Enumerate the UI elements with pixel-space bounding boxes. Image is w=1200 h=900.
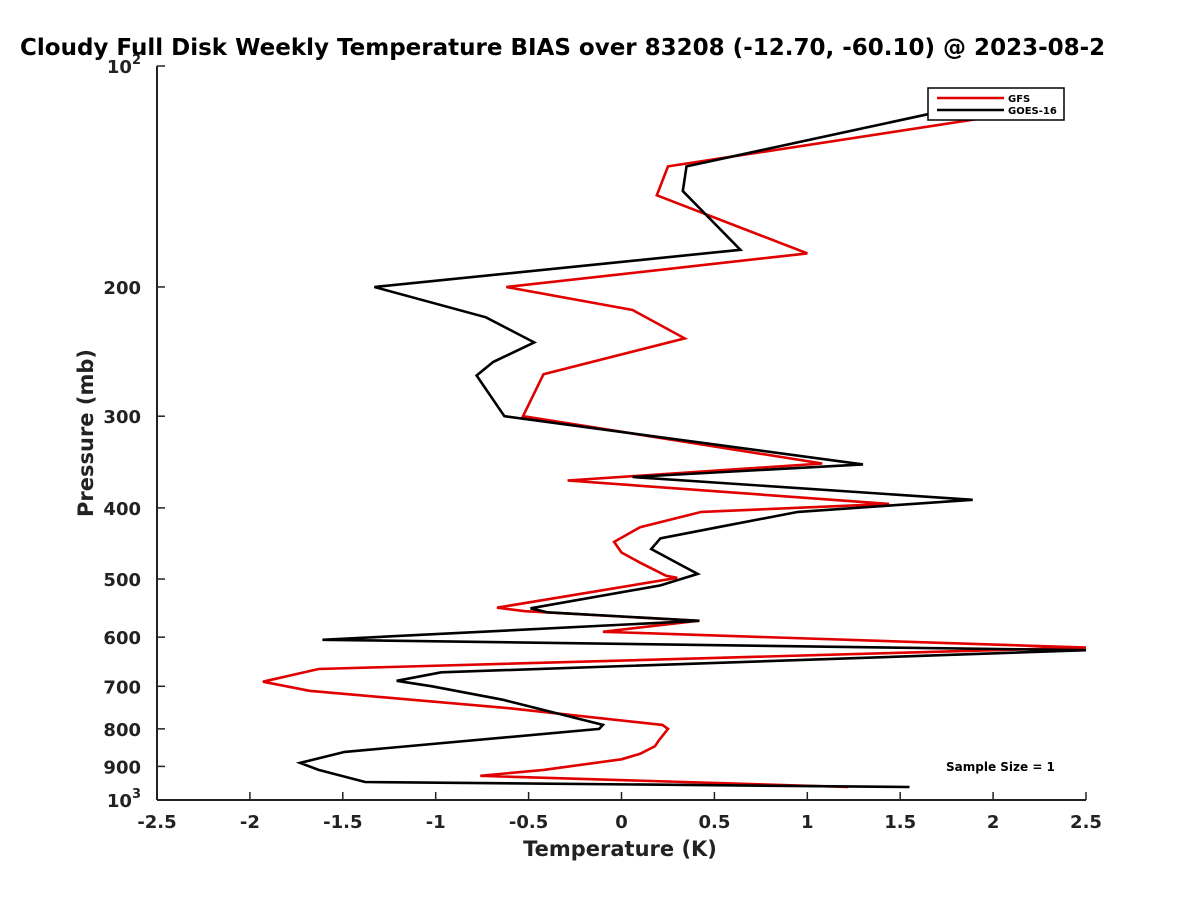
y-axis-label: Pressure (mb) bbox=[74, 349, 98, 517]
y-tick-label: 102 bbox=[107, 53, 141, 78]
series-line-goes-16 bbox=[295, 98, 1087, 789]
y-tick-base: 900 bbox=[103, 757, 141, 778]
y-tick-base: 700 bbox=[103, 677, 141, 698]
x-axis-label: Temperature (K) bbox=[523, 837, 717, 861]
x-tick-label: 1.5 bbox=[884, 812, 916, 833]
axes: -2.5 -2 -1.5 -1 -0.5 0 0.5 1 1.5 2 2.5102200300400… bbox=[103, 53, 1102, 833]
y-tick-exponent: 3 bbox=[132, 787, 141, 802]
series-lines bbox=[262, 98, 1087, 789]
y-tick-label: 500 bbox=[103, 570, 141, 591]
y-tick-base: 200 bbox=[103, 278, 141, 299]
x-tick-label: -2 bbox=[240, 812, 260, 833]
y-tick-base: 600 bbox=[103, 628, 141, 649]
y-tick-label: 800 bbox=[103, 720, 141, 741]
legend-label-gfs: GFS bbox=[1008, 94, 1030, 105]
y-tick-base: 800 bbox=[103, 720, 141, 741]
x-tick-label: -2.5 bbox=[137, 812, 176, 833]
x-tick-label: 0.5 bbox=[698, 812, 730, 833]
x-tick-label: -1 bbox=[426, 812, 446, 833]
legend-box bbox=[927, 87, 1065, 121]
y-tick-base: 10 bbox=[107, 57, 132, 78]
x-tick-label: -0.5 bbox=[509, 812, 548, 833]
y-tick-base: 300 bbox=[103, 407, 141, 428]
x-tick-label: 2 bbox=[987, 812, 1000, 833]
y-tick-label: 400 bbox=[103, 499, 141, 520]
y-tick-base: 400 bbox=[103, 499, 141, 520]
chart-title: Cloudy Full Disk Weekly Temperature BIAS… bbox=[20, 35, 1105, 61]
y-tick-label: 600 bbox=[103, 628, 141, 649]
y-tick-label: 300 bbox=[103, 407, 141, 428]
legend: GFS GOES-16 bbox=[927, 87, 1065, 121]
y-tick-exponent: 2 bbox=[132, 53, 141, 68]
x-tick-label: 0 bbox=[615, 812, 628, 833]
legend-label-goes16: GOES-16 bbox=[1008, 106, 1057, 117]
x-tick-label: 1 bbox=[801, 812, 814, 833]
y-tick-base: 500 bbox=[103, 570, 141, 591]
y-tick-label: 700 bbox=[103, 677, 141, 698]
x-tick-label: 2.5 bbox=[1070, 812, 1102, 833]
y-tick-label: 200 bbox=[103, 278, 141, 299]
y-tick-label: 103 bbox=[107, 787, 141, 812]
series-line-gfs bbox=[262, 106, 1087, 789]
x-tick-label: -1.5 bbox=[323, 812, 362, 833]
y-tick-base: 10 bbox=[107, 791, 132, 812]
y-tick-label: 900 bbox=[103, 757, 141, 778]
sample-size-annotation: Sample Size = 1 bbox=[946, 760, 1055, 774]
